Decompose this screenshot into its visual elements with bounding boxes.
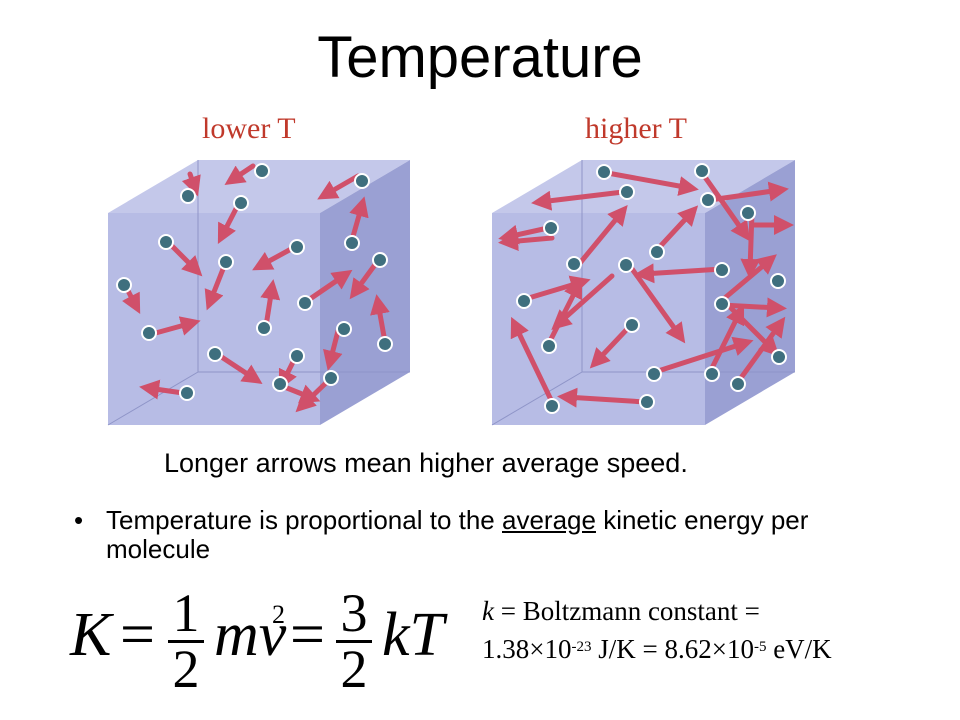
bullet-text-start: Temperature is proportional to the bbox=[106, 505, 502, 535]
constant-line-2: 1.38×10-23 J/K = 8.62×10-5 eV/K bbox=[482, 630, 832, 668]
bullet-text: Temperature is proportional to the avera… bbox=[106, 506, 856, 564]
eq-equals-1: = bbox=[120, 601, 155, 669]
constant-exp-2: -5 bbox=[753, 639, 767, 655]
eq-k: K bbox=[70, 601, 112, 669]
constant-value-1: 1.38×10 bbox=[482, 634, 572, 664]
bullet-text-end: kinetic energy per molecule bbox=[106, 505, 809, 564]
boltzmann-constant-note: k = Boltzmann constant = 1.38×10-23 J/K … bbox=[482, 592, 832, 668]
constant-unit-1: J/K = 8.62×10 bbox=[591, 634, 754, 664]
higher-t-label: higher T bbox=[585, 112, 687, 145]
eq-kt: kT bbox=[382, 601, 444, 669]
lower-t-label: lower T bbox=[202, 112, 296, 145]
constant-unit-2: eV/K bbox=[766, 634, 832, 664]
eq-exponent: 2 bbox=[272, 600, 285, 629]
frac1-denominator: 2 bbox=[172, 639, 200, 699]
lower-t-box bbox=[107, 160, 410, 426]
frac1-bar bbox=[168, 640, 204, 643]
molecule-boxes-figure bbox=[107, 160, 795, 426]
frac2-denominator: 2 bbox=[340, 639, 368, 699]
eq-equals-2: = bbox=[290, 601, 325, 669]
higher-t-box bbox=[491, 160, 795, 426]
constant-line-1: k = Boltzmann constant = bbox=[482, 592, 832, 630]
frac2-bar bbox=[336, 640, 372, 643]
eq-mv: mv bbox=[214, 601, 287, 669]
figure-caption: Longer arrows mean higher average speed. bbox=[164, 448, 688, 478]
bullet-marker: • bbox=[74, 505, 84, 535]
bullet-underlined-word: average bbox=[502, 505, 596, 535]
constant-exp-1: -23 bbox=[571, 639, 592, 655]
page-title: Temperature bbox=[317, 25, 643, 90]
constant-description: = Boltzmann constant = bbox=[493, 596, 760, 626]
frac2-numerator: 3 bbox=[340, 583, 368, 643]
constant-symbol: k bbox=[482, 596, 494, 626]
frac1-numerator: 1 bbox=[172, 583, 200, 643]
